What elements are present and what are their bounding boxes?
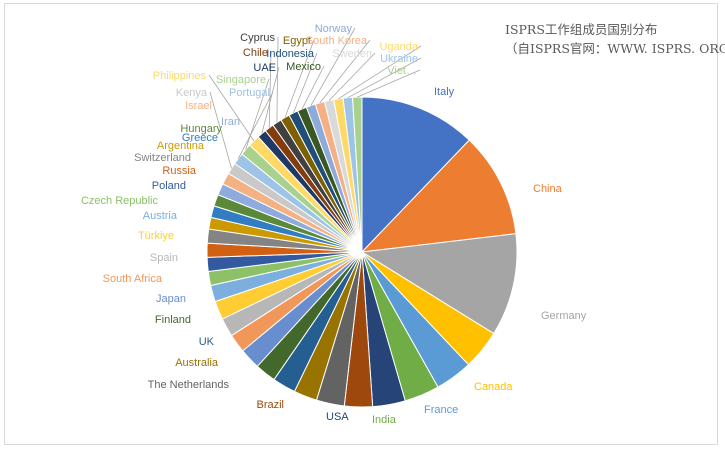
pie-slice-germany (360, 233, 518, 335)
leader-line (328, 52, 376, 101)
leader-line (209, 91, 232, 169)
slice-label: Indonesia (266, 48, 315, 60)
slice-label: France (424, 404, 458, 416)
slice-label: Japan (156, 293, 186, 305)
leader-line (293, 52, 318, 114)
pie-slices (206, 96, 518, 408)
slice-label: Türkiye (138, 230, 174, 242)
slice-label: Sweden (332, 48, 372, 60)
slice-label: Egypt (283, 35, 311, 47)
slice-label: Chile (243, 47, 268, 59)
slice-label: USA (326, 411, 349, 423)
leader-line (268, 51, 272, 128)
slice-label: UAE (253, 62, 276, 74)
slice-label: Italy (434, 86, 455, 98)
slice-label: Singapore (216, 74, 266, 86)
slice-label: Germany (541, 310, 587, 322)
slice-label: South Korea (306, 35, 368, 47)
slice-label: Canada (474, 381, 513, 393)
slice-label: Portugal (229, 87, 270, 99)
slice-label: Brazil (256, 399, 284, 411)
slice-label: Israel (185, 100, 212, 112)
slice-label: Uganda (379, 41, 418, 53)
leader-line (276, 36, 279, 123)
leader-line (347, 57, 422, 99)
leader-line (310, 27, 356, 106)
slice-label: Poland (152, 180, 186, 192)
slice-label: Greece (182, 132, 218, 144)
slice-label: Ukraine (380, 53, 418, 65)
slice-label: South Africa (103, 273, 163, 285)
chart-title-block: ISPRS工作组成员国别分布 （自ISPRS官网：WWW. ISPRS. ORG… (505, 20, 725, 58)
slice-label: Norway (315, 23, 353, 35)
slice-label: The Netherlands (148, 379, 230, 391)
slice-label: Argentina (157, 140, 205, 152)
chart-title: ISPRS工作组成员国别分布 (505, 22, 658, 37)
slice-label: Finland (155, 314, 191, 326)
slice-label: India (372, 414, 397, 426)
slice-label: Mexico (286, 61, 321, 73)
slice-labels: Italy China Germany Canada France India USA Bra… (81, 23, 587, 426)
leader-line (301, 65, 325, 110)
slice-label: Austria (143, 210, 178, 222)
slice-label: Viet… (387, 65, 417, 77)
chart-subtitle: （自ISPRS官网：WWW. ISPRS. ORG） (505, 41, 725, 56)
leader-line (338, 45, 422, 100)
slice-label: Australia (175, 357, 219, 369)
leader-line (357, 69, 421, 98)
slice-label: Hungary (180, 123, 222, 135)
slice-label: Spain (150, 252, 178, 264)
slice-label: Russia (162, 165, 197, 177)
slice-label: Switzerland (134, 152, 191, 164)
leader-line (245, 78, 270, 150)
pie-slice-italy (361, 96, 470, 254)
slice-label: Iran (221, 116, 240, 128)
slice-label: Cyprus (240, 32, 275, 44)
leader-line (319, 39, 371, 104)
leader-lines (208, 27, 422, 169)
leader-line (208, 74, 255, 142)
slice-label: China (533, 183, 563, 195)
slice-label: UK (199, 336, 215, 348)
slice-label: Czech Republic (81, 195, 159, 207)
leader-line (237, 91, 274, 159)
leader-line (261, 66, 280, 134)
leader-line (284, 39, 315, 118)
pie-slice-china (360, 139, 517, 253)
slice-label: Philippines (153, 70, 207, 82)
slice-label: Kenya (176, 87, 208, 99)
pie-slice-viet (352, 96, 363, 253)
